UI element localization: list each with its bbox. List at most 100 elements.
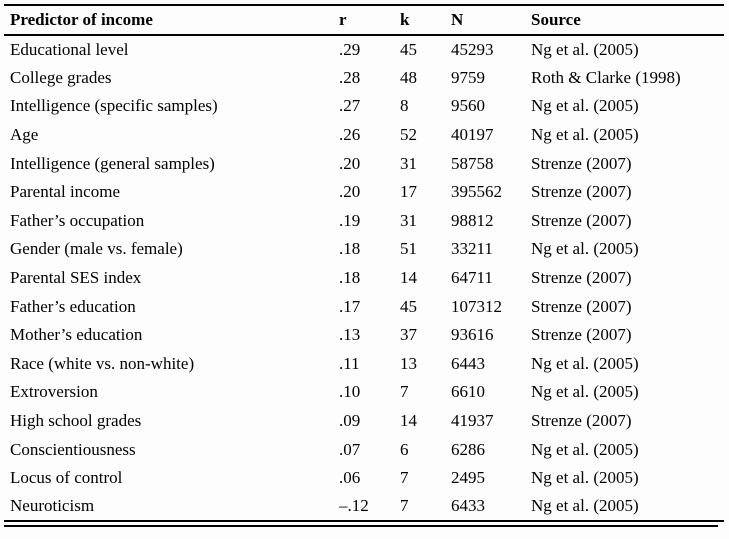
table-row: Intelligence (specific samples) .27 8 9560 N… <box>4 92 724 121</box>
cell-predictor: Father’s occupation <box>10 210 145 230</box>
cell-predictor: Parental SES index <box>10 268 142 288</box>
table-row: Parental income .20 17 395562 Strenze (2007) <box>4 178 724 207</box>
cell-n: 40197 <box>451 125 494 145</box>
cell-k: 31 <box>400 153 417 173</box>
cell-source: Strenze (2007) <box>531 296 632 316</box>
cell-n: 6286 <box>451 439 485 459</box>
cell-source: Roth & Clarke (1998) <box>531 67 681 87</box>
table-row: Neuroticism –.12 7 6433 Ng et al. (2005) <box>4 492 724 523</box>
table-row: Mother’s education .13 37 93616 Strenze (200… <box>4 321 724 350</box>
cell-source: Ng et al. (2005) <box>531 39 639 59</box>
cell-k: 7 <box>400 468 409 488</box>
cell-k: 45 <box>400 296 417 316</box>
cell-r: .06 <box>339 468 361 488</box>
cell-k: 45 <box>400 39 417 59</box>
cell-k: 51 <box>400 239 417 259</box>
cell-k: 8 <box>400 96 409 116</box>
table-row: Educational level .29 45 45293 Ng et al. (20… <box>4 35 724 64</box>
table-row: Gender (male vs. female) .18 51 33211 Ng et … <box>4 235 724 264</box>
cell-k: 7 <box>400 382 409 402</box>
cell-predictor: Intelligence (general samples) <box>10 153 215 173</box>
cell-source: Ng et al. (2005) <box>531 239 639 259</box>
cell-k: 14 <box>400 411 417 431</box>
cell-k: 14 <box>400 268 417 288</box>
cell-n: 6443 <box>451 353 485 373</box>
cell-k: 17 <box>400 182 417 202</box>
cell-n: 9759 <box>451 67 485 87</box>
cell-n: 93616 <box>451 325 494 345</box>
cell-r: .28 <box>339 67 361 87</box>
cell-r: –.12 <box>339 492 400 523</box>
cell-source: Ng et al. (2005) <box>531 439 639 459</box>
cell-k: 31 <box>400 210 417 230</box>
cell-predictor: Father’s education <box>10 296 136 316</box>
cell-r: .29 <box>339 39 361 59</box>
col-header-k: k <box>400 5 451 36</box>
table-row: Parental SES index .18 14 64711 Strenze (200… <box>4 264 724 293</box>
cell-predictor: Intelligence (specific samples) <box>10 96 218 116</box>
cell-predictor: Gender (male vs. female) <box>10 239 183 259</box>
cell-source: Ng et al. (2005) <box>531 468 639 488</box>
table-row: Age .26 52 40197 Ng et al. (2005) <box>4 121 724 150</box>
cell-r: .20 <box>339 182 361 202</box>
cell-n: 58758 <box>451 153 494 173</box>
cell-source: Ng et al. (2005) <box>531 353 639 373</box>
cell-n: 98812 <box>451 210 494 230</box>
col-header-r: r <box>339 5 400 36</box>
cell-n: 2495 <box>451 468 485 488</box>
cell-predictor: High school grades <box>10 411 142 431</box>
header-row: Predictor of income r k N Source <box>4 5 724 36</box>
cell-predictor: Educational level <box>10 39 129 59</box>
cell-predictor: Race (white vs. non-white) <box>10 353 195 373</box>
table-row: Father’s education .17 45 107312 Strenze (20… <box>4 292 724 321</box>
cell-r: .20 <box>339 153 361 173</box>
cell-r: .09 <box>339 411 361 431</box>
cell-predictor: Extroversion <box>10 382 98 402</box>
cell-k: 13 <box>400 353 417 373</box>
cell-source: Strenze (2007) <box>531 210 632 230</box>
cell-r: .26 <box>339 125 361 145</box>
col-header-n: N <box>451 5 531 36</box>
table-row: High school grades .09 14 41937 Strenze (200… <box>4 407 724 436</box>
cell-predictor: College grades <box>10 67 112 87</box>
cell-r: .18 <box>339 268 361 288</box>
cell-r: .10 <box>339 382 361 402</box>
cell-predictor: Locus of control <box>10 468 123 488</box>
cell-n: 107312 <box>451 296 502 316</box>
table-row: Conscientiousness .07 6 6286 Ng et al. (2005… <box>4 435 724 464</box>
cell-k: 6 <box>400 439 409 459</box>
cell-source: Strenze (2007) <box>531 325 632 345</box>
col-header-source: Source <box>531 5 724 36</box>
cell-r: .19 <box>339 210 361 230</box>
table-row: Intelligence (general samples) .20 31 58758… <box>4 149 724 178</box>
cell-n: 6610 <box>451 382 485 402</box>
cell-r: .07 <box>339 439 361 459</box>
cell-k: 7 <box>400 492 451 523</box>
table-row: Father’s occupation .19 31 98812 Strenze (20… <box>4 207 724 236</box>
cell-n: 6433 <box>451 492 531 523</box>
cell-predictor: Mother’s education <box>10 325 143 345</box>
cell-source: Strenze (2007) <box>531 411 632 431</box>
cell-predictor: Parental income <box>10 182 120 202</box>
cell-n: 395562 <box>451 182 502 202</box>
paper-table-page: Predictor of income r k N Source Educati… <box>4 4 724 527</box>
table-row: Locus of control .06 7 2495 Ng et al. (2005) <box>4 464 724 493</box>
cell-source: Strenze (2007) <box>531 268 632 288</box>
bottom-double-rule <box>4 525 718 527</box>
cell-r: .17 <box>339 296 361 316</box>
cell-r: .13 <box>339 325 361 345</box>
table-row: Extroversion .10 7 6610 Ng et al. (2005) <box>4 378 724 407</box>
cell-n: 9560 <box>451 96 485 116</box>
cell-predictor: Conscientiousness <box>10 439 136 459</box>
cell-predictor: Neuroticism <box>4 492 339 523</box>
cell-n: 64711 <box>451 268 493 288</box>
cell-n: 41937 <box>451 411 494 431</box>
table-row: Race (white vs. non-white) .11 13 6443 Ng et… <box>4 350 724 379</box>
cell-source: Strenze (2007) <box>531 153 632 173</box>
cell-predictor: Age <box>10 125 39 145</box>
cell-source: Ng et al. (2005) <box>531 96 639 116</box>
cell-source: Ng et al. (2005) <box>531 492 724 523</box>
cell-n: 33211 <box>451 239 493 259</box>
cell-k: 37 <box>400 325 417 345</box>
cell-r: .18 <box>339 239 361 259</box>
